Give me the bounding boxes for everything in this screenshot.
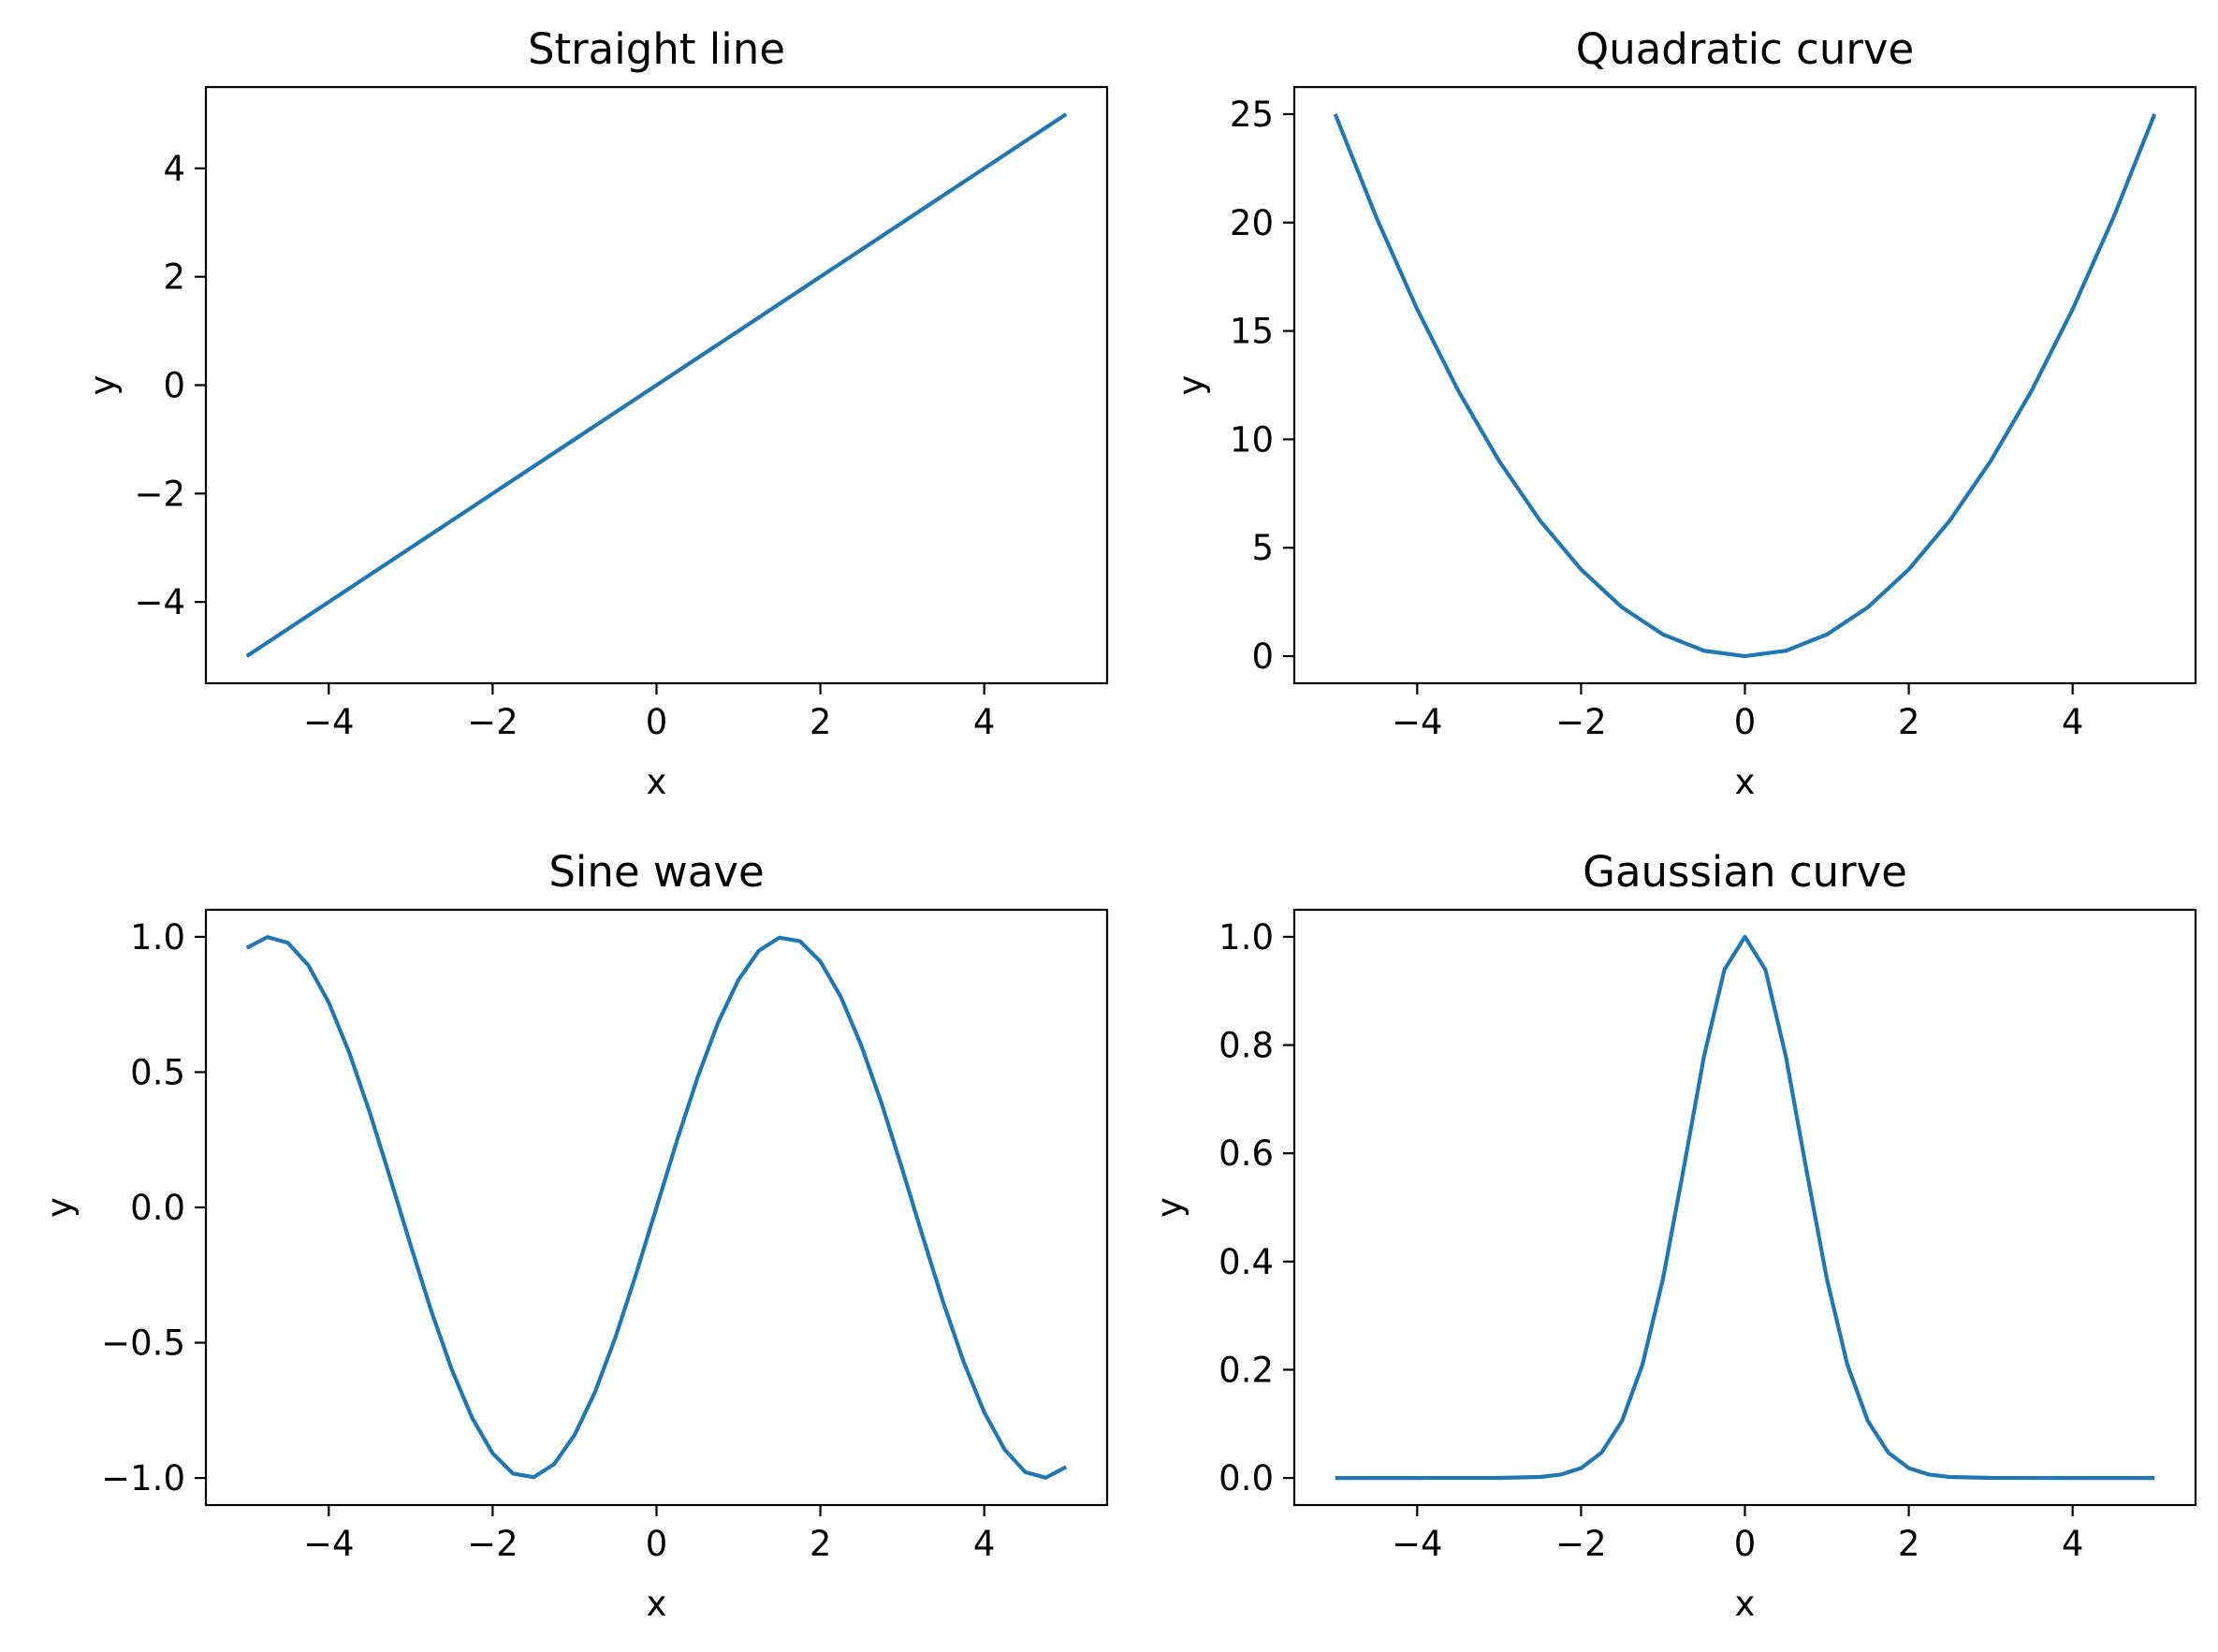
x-tick-label: 2: [810, 1524, 832, 1564]
y-tick-label: 20: [1230, 203, 1274, 243]
y-tick-label: 1.0: [1218, 917, 1274, 958]
y-tick-label: 5: [1251, 528, 1274, 568]
x-tick-label: 2: [1898, 1524, 1920, 1564]
subplot-4: −4 −2 0 2 4 0.0 0.2 0.4 0.6 0.8 1.0 Gaussian curve x…: [1149, 847, 2197, 1624]
x-tick-label: −4: [303, 702, 355, 742]
x-tick-label: −2: [467, 1524, 518, 1564]
x-tick-label: −4: [1392, 702, 1443, 742]
series-line: [1333, 113, 2157, 659]
y-tick-label: 0.4: [1218, 1242, 1274, 1282]
y-tick-label: 0: [1251, 636, 1274, 677]
y-tick-label: 0.0: [1218, 1458, 1274, 1498]
subplot-3: −4 −2 0 2 4 −1.0 −0.5 0.0 0.5 1.0 Sine wave x y: [39, 847, 1109, 1624]
x-tick-label: 0: [1734, 702, 1757, 742]
x-tick-label: 2: [810, 702, 832, 742]
chart-title: Quadratic curve: [1576, 24, 1914, 74]
x-axis-label: x: [647, 1584, 667, 1624]
chart-title: Straight line: [528, 24, 785, 74]
x-axis-label: x: [1735, 762, 1756, 802]
y-tick-label: 15: [1230, 312, 1274, 352]
y-tick-label: 0: [163, 366, 185, 406]
y-tick-label: 4: [163, 149, 185, 189]
y-tick-label: −4: [134, 582, 185, 622]
x-axis-label: x: [1735, 1584, 1756, 1624]
y-tick-label: 25: [1230, 95, 1274, 135]
x-tick-label: −4: [303, 1524, 355, 1564]
x-tick-label: 4: [2062, 702, 2084, 742]
x-tick-label: −4: [1392, 1524, 1443, 1564]
y-tick-label: −1.0: [101, 1458, 185, 1498]
series-line: [245, 935, 1068, 1480]
y-axis-label: y: [82, 375, 123, 396]
x-tick-label: −2: [1555, 1524, 1607, 1564]
y-tick-label: −2: [134, 474, 185, 514]
x-tick-label: 4: [2062, 1524, 2084, 1564]
x-axis-label: x: [647, 762, 667, 802]
y-axis-label: y: [1149, 1197, 1189, 1218]
series-line: [245, 112, 1068, 658]
x-tick-label: 0: [646, 1524, 668, 1564]
subplot-1: −4 −2 0 2 4 −4 −2 0 2 4 Straight line x y: [82, 24, 1109, 802]
chart-title: Sine wave: [548, 847, 764, 897]
x-tick-label: 2: [1898, 702, 1920, 742]
y-axis-label: y: [39, 1197, 80, 1218]
y-tick-label: −0.5: [101, 1323, 185, 1364]
chart-title: Gaussian curve: [1583, 847, 1907, 897]
y-tick-label: 2: [163, 257, 185, 298]
y-tick-label: 0.0: [130, 1188, 185, 1228]
y-tick-label: 0.8: [1218, 1026, 1274, 1066]
y-tick-label: 10: [1230, 419, 1274, 460]
y-tick-label: 0.5: [130, 1052, 185, 1092]
x-tick-label: 4: [973, 702, 996, 742]
x-tick-label: −2: [467, 702, 518, 742]
y-tick-label: 0.2: [1218, 1350, 1274, 1390]
y-tick-label: 1.0: [130, 917, 185, 958]
x-tick-label: −2: [1555, 702, 1607, 742]
x-tick-label: 4: [973, 1524, 996, 1564]
y-axis-label: y: [1171, 375, 1211, 396]
subplot-2: −4 −2 0 2 4 0 5 10 15 20 25 Quadratic curve x y: [1171, 24, 2197, 802]
x-tick-label: 0: [646, 702, 668, 742]
series-line: [1335, 934, 2155, 1481]
x-tick-label: 0: [1734, 1524, 1757, 1564]
y-tick-label: 0.6: [1218, 1133, 1274, 1174]
